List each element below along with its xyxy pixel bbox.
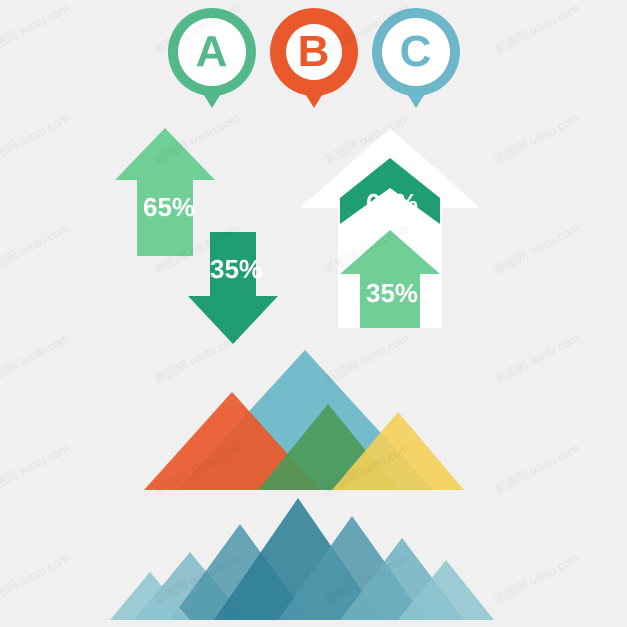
arrow-right-chevron: 65% [340, 158, 440, 224]
pin-a-letter: A [168, 8, 256, 96]
arrow-right-inner-label: 35% [366, 278, 418, 309]
arrow-left-up-label: 65% [143, 192, 195, 223]
arrow-right-inner: 35% [340, 230, 440, 328]
pin-c: C [372, 8, 460, 112]
pin-b: B [270, 8, 358, 112]
pin-a: A [168, 8, 256, 112]
triangles-blue [0, 498, 627, 620]
triangle-chart-icon [0, 350, 627, 490]
arrow-zone: 65% 35% 65% 35% [0, 128, 627, 338]
triangle-chart-icon [0, 498, 627, 620]
arrow-left-down: 35% [188, 232, 278, 344]
infographic-canvas: A B C 65% [0, 0, 627, 627]
pin-b-letter: B [270, 8, 358, 96]
arrow-right-chevron-label: 65% [366, 188, 418, 219]
arrow-down-icon [188, 232, 278, 344]
pin-row: A B C [0, 8, 627, 112]
triangles-colorful [0, 350, 627, 490]
arrow-left-down-label: 35% [210, 254, 262, 285]
pin-c-letter: C [372, 8, 460, 96]
